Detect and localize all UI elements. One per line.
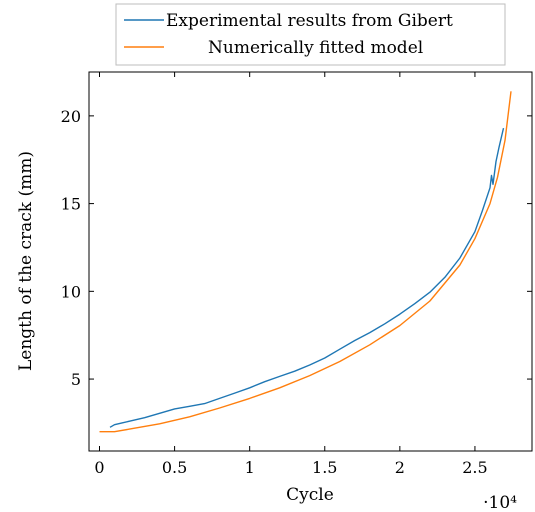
- x-tick-label: 1: [245, 458, 255, 477]
- plot-frame: [88, 71, 533, 452]
- y-axis-label: Length of the crack (mm): [16, 151, 36, 371]
- x-tick-label: 1.5: [312, 458, 337, 477]
- series-line-fitted: [99, 91, 512, 433]
- x-tick-label: 2.5: [462, 458, 487, 477]
- x-tick-label: 0.5: [162, 458, 187, 477]
- y-tick-label: 5: [71, 370, 81, 389]
- x-tick-label: 2: [395, 458, 405, 477]
- x-axis-label: Cycle: [286, 485, 334, 505]
- legend-label-experimental: Experimental results from Gibert: [166, 11, 453, 31]
- y-tick-label: 10: [61, 282, 81, 301]
- x-axis-multiplier: ·10⁴: [483, 493, 517, 512]
- series-line-experimental: [109, 127, 505, 428]
- y-tick-label: 20: [61, 107, 81, 126]
- y-axis-ticks: 5 10 15 20: [61, 107, 532, 389]
- legend-box: [115, 3, 506, 66]
- legend-label-fitted: Numerically fitted model: [208, 38, 423, 58]
- x-tick-label: 0: [94, 458, 104, 477]
- legend: Experimental results from Gibert Numeric…: [115, 3, 506, 66]
- x-axis-ticks: 0 0.5 1 1.5 2 2.5: [94, 72, 488, 477]
- series-layer: [99, 91, 512, 433]
- y-tick-label: 15: [61, 195, 81, 214]
